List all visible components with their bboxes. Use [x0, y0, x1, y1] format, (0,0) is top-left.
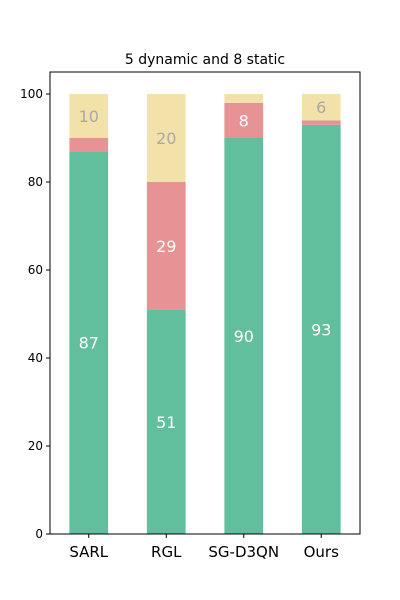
- x-tick-label: Ours: [304, 543, 339, 561]
- plot-frame: [49, 71, 361, 535]
- segment-label: 29: [156, 237, 176, 256]
- x-axis: SARL RGL SG-D3QN Ours: [69, 534, 339, 561]
- bar-segment-ours-1: [301, 120, 341, 125]
- y-tick-label: 60: [28, 263, 43, 277]
- bar-segment-sarl-0: [69, 151, 109, 534]
- y-tick-label: 20: [28, 439, 43, 453]
- y-axis: 0 20 40 60 80 100: [20, 87, 50, 541]
- bar-segment-rgl-2: [146, 94, 186, 182]
- bar-segment-ours-0: [301, 124, 341, 535]
- y-tick-label: 80: [28, 175, 43, 189]
- bar-segment-sg-d3qn-2: [224, 94, 264, 103]
- bar-segment-sg-d3qn-1: [224, 102, 264, 138]
- y-tick-label: 40: [28, 351, 43, 365]
- segment-labels: 87 10 51 29 20 90 8 93 6: [79, 98, 332, 432]
- segment-label: 87: [79, 334, 99, 353]
- segment-label: 20: [156, 129, 176, 148]
- bar-segment-sarl-1: [69, 138, 109, 152]
- chart-title: 5 dynamic and 8 static: [125, 52, 285, 68]
- bar-segment-rgl-1: [146, 182, 186, 310]
- bar-segments: [69, 94, 341, 535]
- segment-label: 51: [156, 413, 176, 432]
- bar-segment-sarl-2: [69, 94, 109, 138]
- x-tick-label: SG-D3QN: [208, 543, 279, 561]
- segment-label: 6: [316, 98, 326, 117]
- y-tick-label: 0: [35, 527, 43, 541]
- bar-segment-sg-d3qn-0: [224, 138, 264, 534]
- segment-label: 93: [311, 320, 331, 339]
- segment-label: 10: [79, 107, 99, 126]
- x-tick-label: SARL: [69, 543, 108, 561]
- bar-segment-rgl-0: [146, 309, 186, 534]
- y-tick-label: 100: [20, 87, 43, 101]
- x-tick-label: RGL: [151, 543, 182, 561]
- segment-label: 8: [239, 111, 249, 130]
- bar-segment-ours-2: [301, 94, 341, 121]
- segment-label: 90: [234, 327, 254, 346]
